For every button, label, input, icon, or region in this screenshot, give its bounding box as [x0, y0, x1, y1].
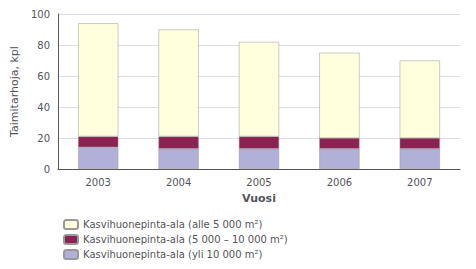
- svg-text:80: 80: [37, 40, 50, 51]
- svg-text:0: 0: [44, 164, 50, 175]
- svg-text:2006: 2006: [327, 177, 352, 188]
- svg-text:2005: 2005: [246, 177, 271, 188]
- svg-text:Kasvihuonepinta-ala (yli 10 00: Kasvihuonepinta-ala (yli 10 000 m²): [83, 249, 263, 260]
- svg-text:Taimitarhoja, kpl: Taimitarhoja, kpl: [8, 46, 21, 138]
- svg-text:60: 60: [37, 71, 50, 82]
- svg-text:Kasvihuonepinta-ala (alle 5 00: Kasvihuonepinta-ala (alle 5 000 m²): [83, 219, 263, 230]
- svg-text:Vuosi: Vuosi: [242, 192, 276, 205]
- svg-text:20: 20: [37, 133, 50, 144]
- svg-text:100: 100: [31, 9, 50, 20]
- svg-text:40: 40: [37, 102, 50, 113]
- svg-text:2007: 2007: [407, 177, 432, 188]
- svg-text:2004: 2004: [166, 177, 191, 188]
- svg-text:2003: 2003: [85, 177, 110, 188]
- svg-text:Kasvihuonepinta-ala (5 000 – 1: Kasvihuonepinta-ala (5 000 – 10 000 m²): [83, 234, 288, 245]
